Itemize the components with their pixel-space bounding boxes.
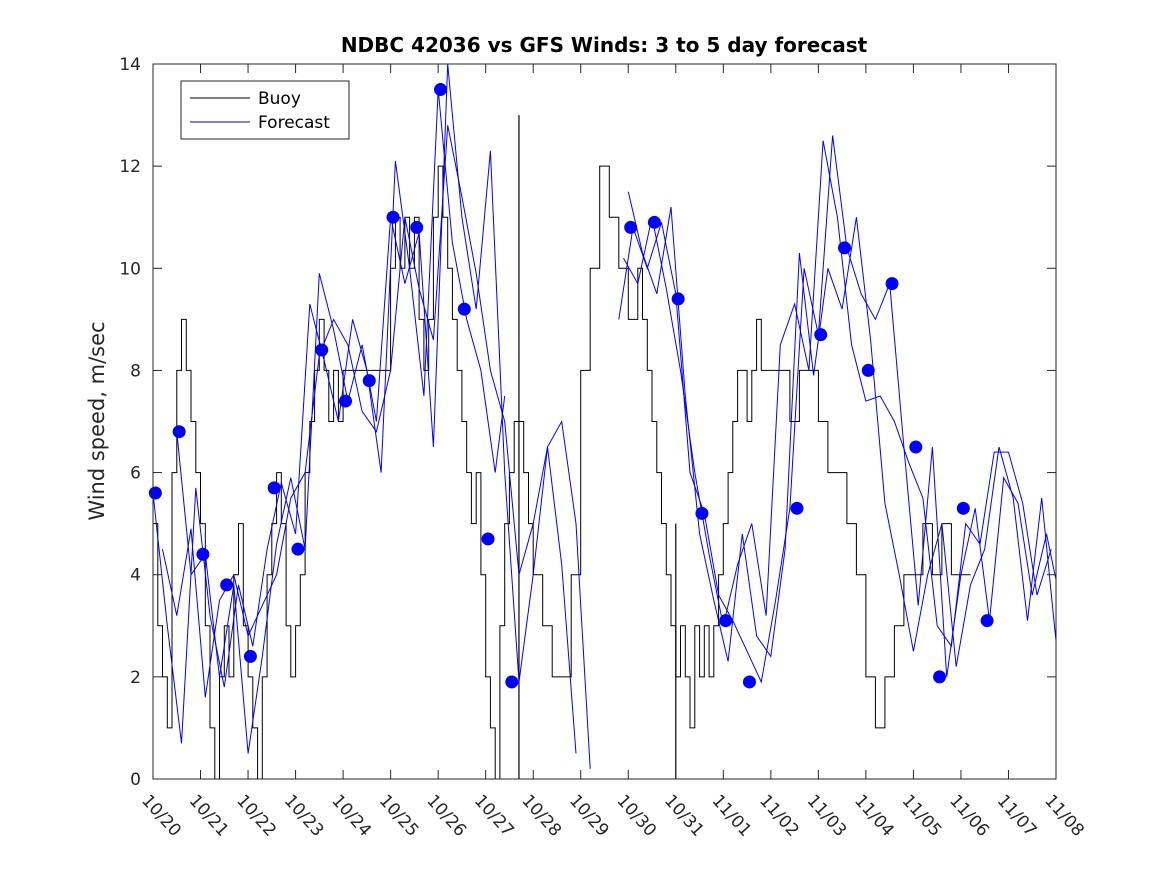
forecast-marker [220,578,234,592]
forecast-series-line-3 [162,125,591,769]
forecast-marker [933,670,947,684]
buoy-series-line [153,165,971,780]
y-axis-label: Wind speed, m/sec [85,321,109,520]
forecast-marker [291,542,305,556]
forecast-marker [861,363,875,377]
forecast-series-line-6 [627,191,1057,667]
legend-forecast-label: Forecast [258,113,330,133]
forecast-marker [481,532,495,546]
forecast-marker [671,292,685,306]
forecast-marker [338,394,352,408]
forecast-series-line-2 [176,63,577,754]
axes-box [152,63,1057,780]
forecast-marker [434,83,448,97]
y-tick-label: 12 [119,157,141,177]
forecast-marker [410,220,424,234]
plot-area [148,63,1057,780]
y-tick-label: 4 [130,566,141,586]
y-tick-label: 10 [119,259,141,279]
forecast-marker [624,220,638,234]
forecast-marker [980,614,994,628]
forecast-marker [647,215,661,229]
forecast-marker [956,501,970,515]
y-tick-label: 6 [130,464,141,484]
forecast-marker [719,614,733,628]
forecast-marker [909,440,923,454]
y-tick-label: 14 [119,55,141,75]
chart-title: NDBC 42036 vs GFS Winds: 3 to 5 day fore… [341,33,868,57]
forecast-marker [148,486,162,500]
forecast-marker [243,649,257,663]
y-tick-label: 2 [130,668,141,688]
forecast-marker [742,675,756,689]
forecast-marker [172,425,186,439]
forecast-marker [196,547,210,561]
forecast-marker [695,506,709,520]
forecast-series-line-5 [623,140,1052,648]
forecast-marker [814,328,828,342]
forecast-marker [838,241,852,255]
forecast-marker [362,374,376,388]
forecast-series-line-1 [152,89,506,744]
y-tick-label: 8 [130,361,141,381]
legend-buoy-label: Buoy [258,89,301,109]
legend-box [180,80,350,140]
legend: Buoy Forecast [180,80,350,140]
forecast-marker [267,481,281,495]
forecast-marker [386,210,400,224]
forecast-marker [885,277,899,291]
y-tick-label: 0 [130,770,141,790]
forecast-marker [790,501,804,515]
forecast-marker [315,343,329,357]
forecast-marker [505,675,519,689]
forecast-series-line-4 [618,135,1057,684]
forecast-marker [457,302,471,316]
